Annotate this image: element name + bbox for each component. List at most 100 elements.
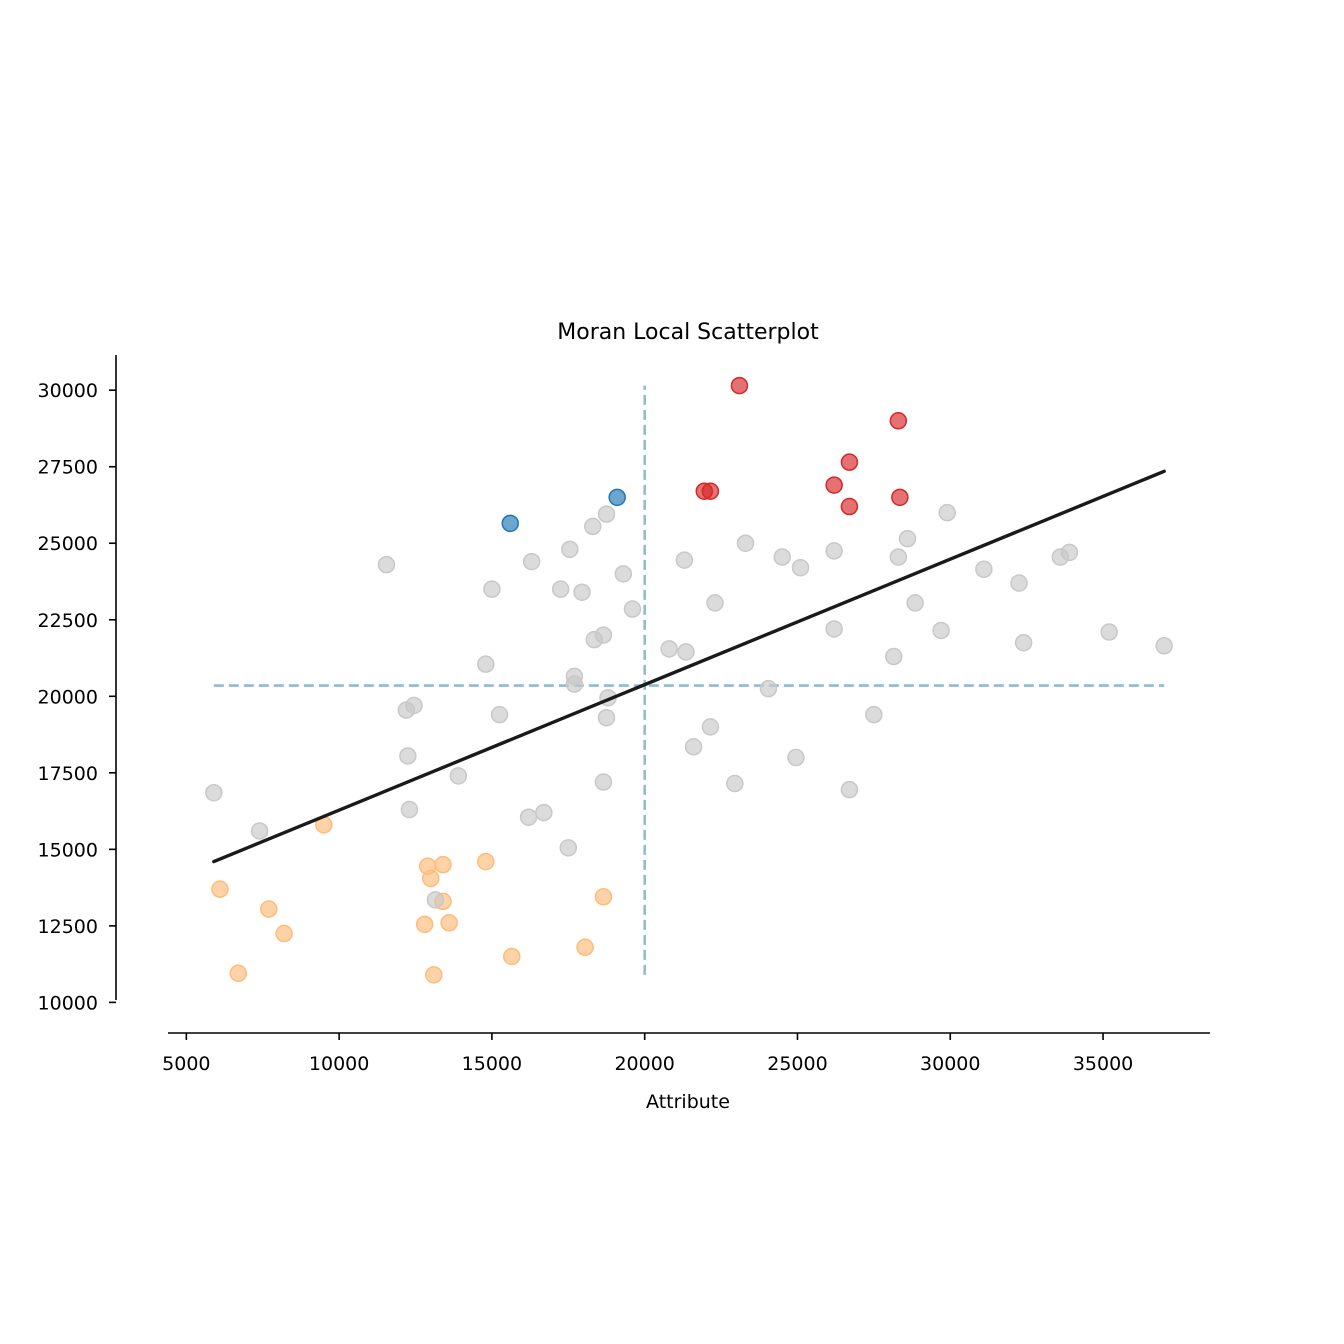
scatter-point xyxy=(535,803,553,822)
y-tick-label: 10000 xyxy=(38,992,98,1014)
scatter-point xyxy=(519,808,538,826)
scatter-point xyxy=(211,880,229,898)
scatter-point xyxy=(825,476,843,494)
scatter-point xyxy=(594,626,613,644)
scatter-point xyxy=(561,540,579,559)
scatter-point xyxy=(825,542,843,560)
x-tick-label: 25000 xyxy=(767,1053,827,1075)
scatter-point xyxy=(840,780,859,799)
scatter-point xyxy=(275,924,293,943)
y-tick-label: 27500 xyxy=(38,457,98,479)
x-tick-label: 10000 xyxy=(309,1053,369,1075)
scatter-point xyxy=(791,558,810,577)
fit-line-group xyxy=(212,469,1166,864)
scatter-point xyxy=(1014,633,1033,652)
scatter-point xyxy=(426,891,445,909)
scatter-point xyxy=(405,696,423,715)
scatter-point xyxy=(1155,637,1173,655)
scatter-point xyxy=(477,655,495,673)
scatter-point xyxy=(787,748,805,767)
scatter-point xyxy=(736,534,755,552)
scatter-point xyxy=(503,947,521,966)
scatter-point xyxy=(701,482,720,500)
scatter-point xyxy=(614,565,633,583)
x-tick-label: 20000 xyxy=(614,1053,674,1075)
scatter-point xyxy=(730,376,749,395)
scatter-point xyxy=(205,783,223,802)
y-tick-label: 20000 xyxy=(38,686,98,708)
scatter-point xyxy=(422,869,440,888)
x-axis-label: Attribute xyxy=(646,1091,730,1113)
scatter-point xyxy=(684,738,703,756)
scatter-point xyxy=(906,594,924,612)
scatter-point xyxy=(825,620,843,638)
scatter-point xyxy=(898,529,917,548)
scatter-point xyxy=(559,839,578,857)
scatter-point xyxy=(377,555,396,574)
scatter-point xyxy=(677,643,695,661)
scatter-point xyxy=(551,580,570,598)
scatter-point xyxy=(726,774,744,793)
x-tick-label: 30000 xyxy=(920,1053,980,1075)
regression-fit-line xyxy=(212,469,1166,864)
reference-lines xyxy=(213,385,1165,975)
scatter-point xyxy=(434,855,452,874)
scatter-point xyxy=(1100,623,1118,641)
x-tick-label: 35000 xyxy=(1073,1053,1133,1075)
scatter-point xyxy=(759,679,778,698)
scatter-point xyxy=(675,551,694,569)
scatter-point xyxy=(597,505,616,523)
scatter-point xyxy=(229,964,248,983)
scatter-point xyxy=(891,488,909,507)
scatter-point xyxy=(889,412,908,430)
x-tick-label: 15000 xyxy=(462,1053,522,1075)
scatter-point xyxy=(865,705,883,724)
scatter-point xyxy=(884,647,903,666)
x-tick-label: 5000 xyxy=(162,1053,210,1075)
scatter-points xyxy=(205,376,1173,984)
scatter-point xyxy=(1010,574,1028,592)
scatter-point xyxy=(660,640,678,658)
scatter-point xyxy=(706,594,724,612)
scatter-point xyxy=(701,718,720,736)
scatter-point xyxy=(490,705,509,724)
scatter-point xyxy=(425,966,443,984)
y-tick-label: 12500 xyxy=(38,916,98,938)
scatter-point xyxy=(483,580,501,598)
scatter-point xyxy=(773,548,791,566)
scatter-point xyxy=(576,938,594,957)
scatter-point xyxy=(260,900,278,918)
scatter-point xyxy=(399,747,417,765)
scatter-point xyxy=(938,503,956,522)
scatter-point xyxy=(501,514,519,533)
y-tick-label: 25000 xyxy=(38,533,98,555)
y-tick-label: 17500 xyxy=(38,763,98,785)
scatter-point xyxy=(440,914,458,932)
scatter-point xyxy=(573,583,591,601)
scatter-point xyxy=(583,517,602,536)
scatter-point xyxy=(449,767,468,785)
scatter-point xyxy=(565,675,584,693)
scatter-point xyxy=(400,800,419,819)
scatter-point xyxy=(522,552,541,571)
scatter-point xyxy=(623,600,642,618)
scatter-point xyxy=(594,888,613,906)
y-axis-ticks: 10000 12500 15000 17500 20000 22500 25000 27500… xyxy=(38,380,116,1014)
scatter-point xyxy=(932,621,950,640)
scatter-point xyxy=(415,915,434,934)
scatter-point xyxy=(597,708,616,727)
scatter-point xyxy=(250,822,269,840)
scatter-point xyxy=(840,453,859,471)
scatter-point xyxy=(840,497,859,516)
scatter-point xyxy=(1060,543,1079,562)
x-axis-ticks: 5000 10000 15000 20000 25000 30000 35000 xyxy=(162,1033,1133,1075)
scatter-point xyxy=(889,548,908,566)
scatter-point xyxy=(594,773,613,791)
scatter-point xyxy=(975,560,993,579)
chart-title: Moran Local Scatterplot xyxy=(557,320,819,345)
y-tick-label: 22500 xyxy=(38,610,98,632)
scatter-point xyxy=(477,852,495,871)
y-tick-label: 30000 xyxy=(38,380,98,402)
y-tick-label: 15000 xyxy=(38,839,98,861)
